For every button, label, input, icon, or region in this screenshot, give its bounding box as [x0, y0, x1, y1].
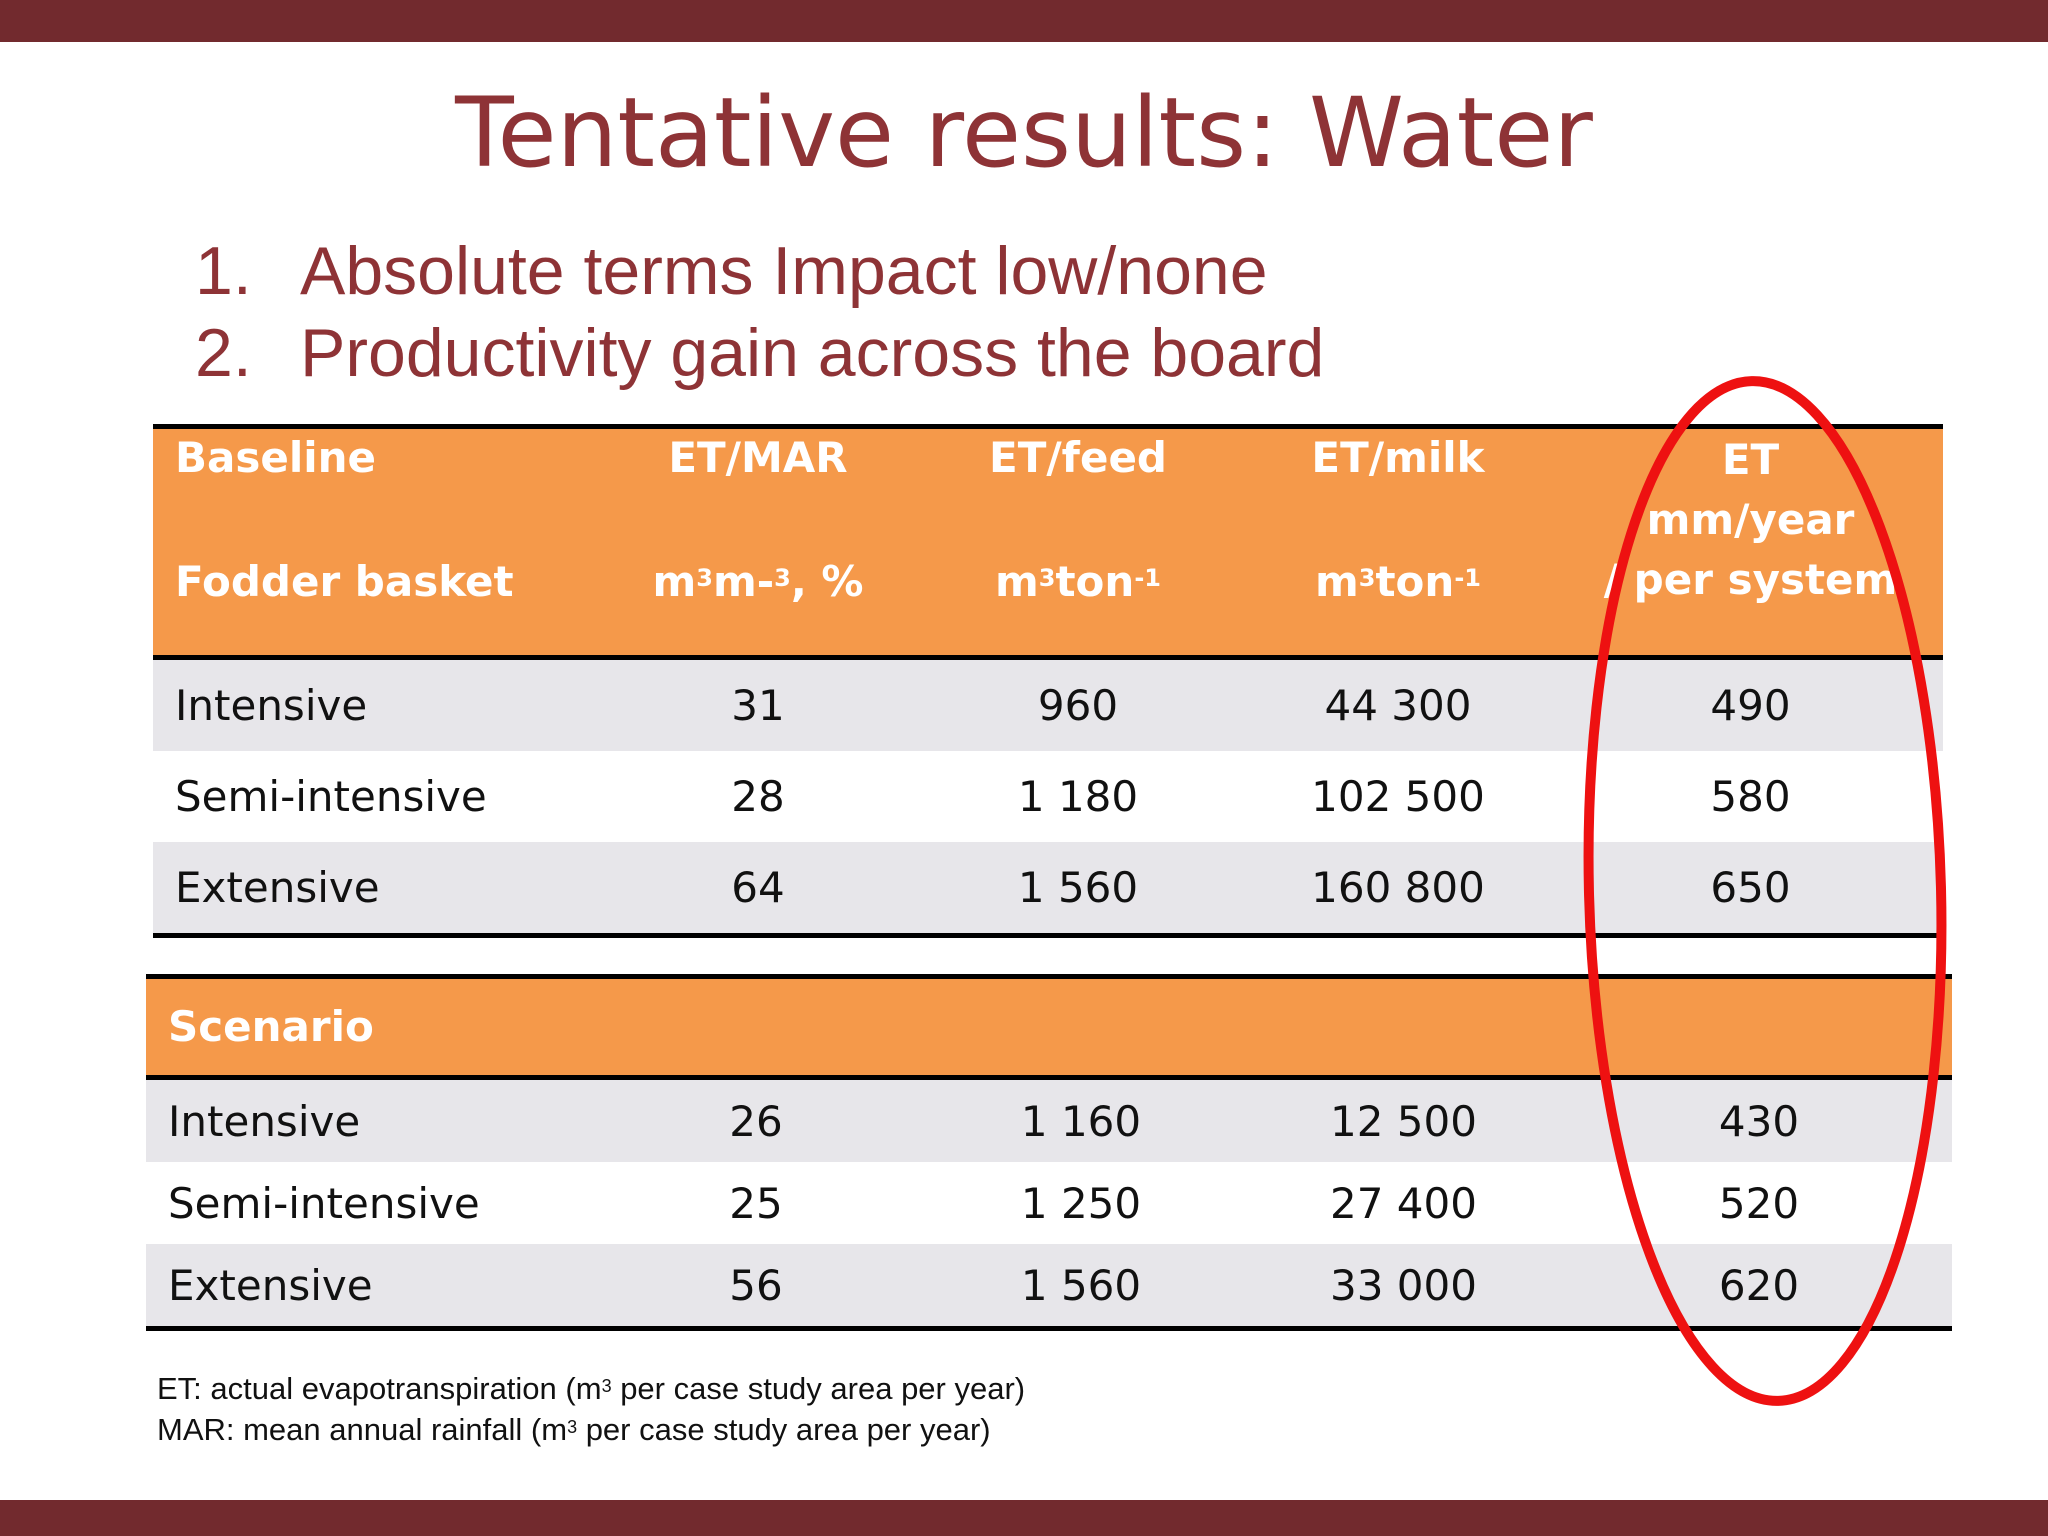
bullet-list: 1. Absolute terms Impact low/none 2. Produ… [195, 230, 1324, 394]
header-unit: / per system [1603, 555, 1898, 604]
footnotes: ET: actual evapotranspiration (m3 per ca… [157, 1368, 1025, 1450]
header-unit: mm/year [1646, 495, 1855, 544]
header-label: ET [1721, 435, 1780, 484]
header-label: ET/MAR [668, 433, 848, 482]
cell-et-mar: 28 [598, 751, 918, 842]
cell-et-mar: 56 [591, 1244, 921, 1329]
bullet-number: 2. [195, 315, 252, 391]
slide-title: Tentative results: Water [455, 77, 1593, 189]
cell-et-milk: 33 000 [1241, 1244, 1566, 1329]
baseline-table: Baseline Fodder basket ET/MAR m3m-3, % E… [153, 424, 1943, 938]
scenario-table: Scenario Intensive 26 1 160 12 500 430 S… [146, 974, 1953, 1331]
header-unit: m3m-3, % [652, 557, 864, 606]
table-header-row: Baseline Fodder basket ET/MAR m3m-3, % E… [153, 426, 1943, 660]
cell-et-feed: 960 [918, 657, 1238, 751]
footnote-et: ET: actual evapotranspiration (m3 per ca… [157, 1371, 1026, 1406]
header-unit: m3ton-1 [995, 557, 1161, 606]
bullet-item: 1. Absolute terms Impact low/none [195, 230, 1324, 312]
cell-et-milk: 160 800 [1238, 842, 1558, 936]
table-row: Semi-intensive 28 1 180 102 500 580 [153, 751, 1943, 842]
cell-et: 580 [1558, 751, 1943, 842]
header-unit: m3ton-1 [1315, 557, 1481, 606]
cell-et-feed: 1 160 [921, 1077, 1241, 1162]
row-label: Intensive [146, 1077, 591, 1162]
table-header-row: Scenario [146, 976, 1953, 1080]
table-row: Intensive 31 960 44 300 490 [153, 657, 1943, 751]
bullet-number: 1. [195, 233, 252, 309]
header-sublabel: Fodder basket [175, 557, 514, 606]
cell-et-mar: 64 [598, 842, 918, 936]
row-label: Intensive [153, 657, 598, 751]
bullet-text: Absolute terms Impact low/none [300, 233, 1268, 309]
row-label: Extensive [153, 842, 598, 936]
footnote-mar: MAR: mean annual rainfall (m3 per case s… [157, 1412, 991, 1447]
header-scenario: Scenario [146, 976, 1953, 1080]
row-label: Extensive [146, 1244, 591, 1329]
header-et-milk: ET/milk m3ton-1 [1238, 426, 1558, 660]
header-label: Baseline [175, 433, 377, 482]
table-row: Intensive 26 1 160 12 500 430 [146, 1077, 1953, 1162]
cell-et: 520 [1566, 1162, 1953, 1244]
cell-et-feed: 1 560 [918, 842, 1238, 936]
cell-et: 620 [1566, 1244, 1953, 1329]
table-row: Extensive 64 1 560 160 800 650 [153, 842, 1943, 936]
bullet-item: 2. Productivity gain across the board [195, 312, 1324, 394]
cell-et: 430 [1566, 1077, 1953, 1162]
cell-et: 490 [1558, 657, 1943, 751]
cell-et: 650 [1558, 842, 1943, 936]
header-label: ET/feed [989, 433, 1167, 482]
bottom-brand-bar [0, 1500, 2048, 1536]
table-row: Semi-intensive 25 1 250 27 400 520 [146, 1162, 1953, 1244]
bullet-text: Productivity gain across the board [300, 315, 1325, 391]
table-row: Extensive 56 1 560 33 000 620 [146, 1244, 1953, 1329]
cell-et-feed: 1 560 [921, 1244, 1241, 1329]
cell-et-mar: 26 [591, 1077, 921, 1162]
cell-et-milk: 12 500 [1241, 1077, 1566, 1162]
header-et-mar: ET/MAR m3m-3, % [598, 426, 918, 660]
cell-et-feed: 1 250 [921, 1162, 1241, 1244]
header-fodder-basket: Baseline Fodder basket [153, 426, 598, 660]
row-label: Semi-intensive [146, 1162, 591, 1244]
header-label: ET/milk [1311, 433, 1485, 482]
cell-et-mar: 25 [591, 1162, 921, 1244]
row-label: Semi-intensive [153, 751, 598, 842]
top-brand-bar [0, 0, 2048, 42]
header-et-per-system: ET mm/year / per system [1558, 426, 1943, 660]
cell-et-milk: 27 400 [1241, 1162, 1566, 1244]
cell-et-milk: 44 300 [1238, 657, 1558, 751]
header-et-feed: ET/feed m3ton-1 [918, 426, 1238, 660]
cell-et-milk: 102 500 [1238, 751, 1558, 842]
cell-et-mar: 31 [598, 657, 918, 751]
cell-et-feed: 1 180 [918, 751, 1238, 842]
